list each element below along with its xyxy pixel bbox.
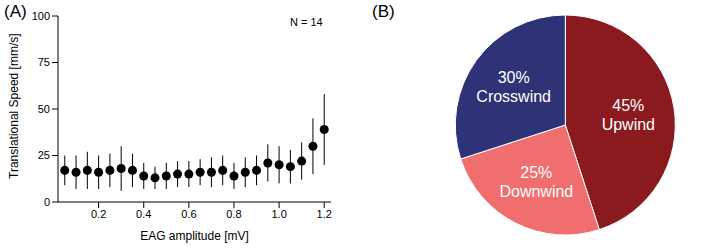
svg-text:1.2: 1.2 <box>317 208 332 220</box>
svg-text:50: 50 <box>38 103 50 115</box>
html-text:(B): (B) <box>372 2 395 21</box>
svg-text:Translational Speed [mm/s]: Translational Speed [mm/s] <box>7 33 21 179</box>
svg-text:EAG amplitude [mV]: EAG amplitude [mV] <box>140 229 249 243</box>
svg-text:30%Crosswind: 30%Crosswind <box>476 69 551 105</box>
svg-text:100: 100 <box>32 10 50 22</box>
html-text:(A): (A) <box>4 2 27 21</box>
svg-text:1.0: 1.0 <box>271 208 286 220</box>
svg-text:25%Downwind: 25%Downwind <box>499 164 573 200</box>
html-text:N = 14: N = 14 <box>290 16 323 28</box>
svg-text:0: 0 <box>44 196 50 208</box>
svg-text:0.4: 0.4 <box>136 208 151 220</box>
svg-text:0.8: 0.8 <box>226 208 241 220</box>
svg-text:75: 75 <box>38 56 50 68</box>
svg-text:0.6: 0.6 <box>181 208 196 220</box>
svg-text:45%Upwind: 45%Upwind <box>602 97 655 133</box>
svg-text:25: 25 <box>38 149 50 161</box>
svg-text:0.2: 0.2 <box>91 208 106 220</box>
